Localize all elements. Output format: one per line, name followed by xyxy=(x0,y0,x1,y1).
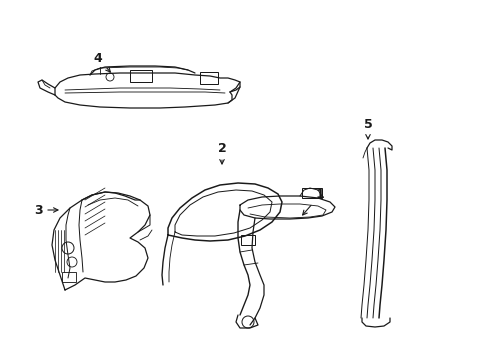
Text: 1: 1 xyxy=(303,189,324,215)
Bar xyxy=(200,72,218,84)
Text: 4: 4 xyxy=(94,51,110,72)
Bar xyxy=(302,188,322,198)
Bar xyxy=(241,235,255,245)
Bar xyxy=(62,272,76,282)
Text: 3: 3 xyxy=(34,203,58,216)
Text: 2: 2 xyxy=(218,141,226,164)
Bar xyxy=(130,70,152,82)
Text: 5: 5 xyxy=(364,118,372,139)
